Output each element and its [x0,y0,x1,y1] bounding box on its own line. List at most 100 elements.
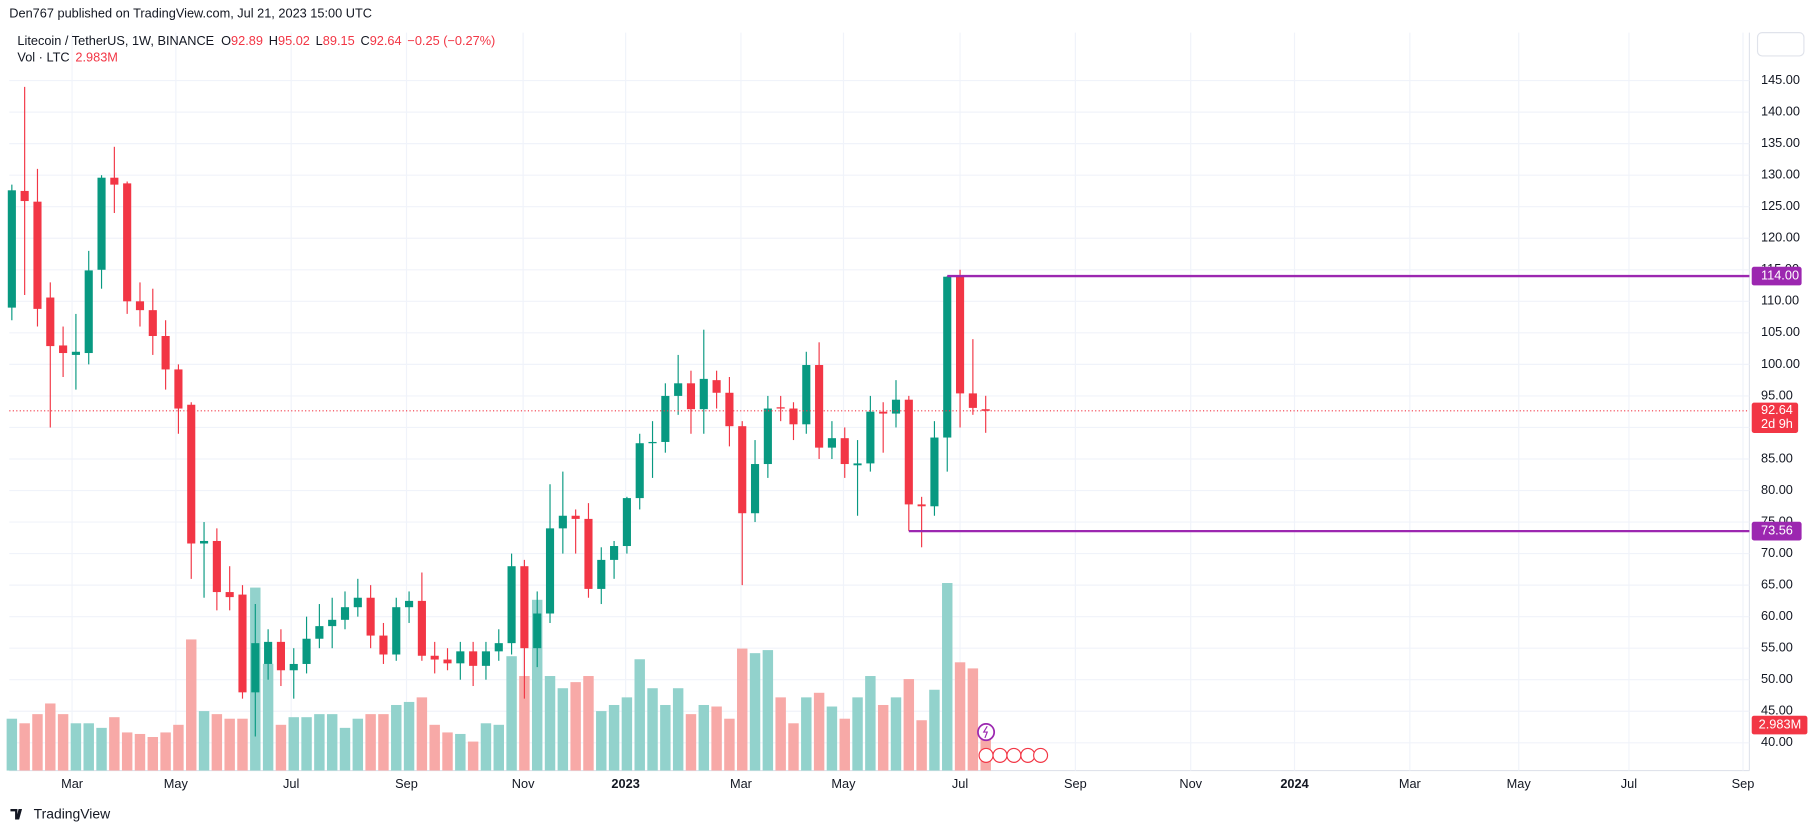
candle-body [251,643,260,693]
flag-icon[interactable] [1033,747,1049,763]
volume-bar [929,689,940,771]
volume-bar [262,663,274,771]
volume-bar [672,688,684,771]
x-tick-label: May [164,776,189,791]
legend-key: H [269,33,278,48]
candle-body [340,607,350,620]
candle-body [315,626,324,639]
level-label-box [1751,266,1802,286]
x-tick-label: Mar [61,776,84,791]
volume-label-box [1751,715,1808,735]
candle-body [59,345,68,354]
candle-body [712,380,721,393]
candle-body [417,600,426,656]
candle-body [981,409,990,411]
flag-icon[interactable] [1006,747,1022,763]
volume-bar [134,733,146,771]
candle-body [161,336,170,370]
volume-bar [198,711,210,771]
volume-bar [403,701,415,771]
candle-body [815,365,824,448]
volume-bar [749,653,761,771]
level-label: 73.56 [1761,522,1793,537]
countdown-label: 2d 9h [1761,416,1793,431]
candle-body [725,392,734,427]
volume-bar [544,676,556,771]
candle-body [802,365,811,425]
volume-bar [506,656,517,771]
y-tick-label: 130.00 [1761,167,1800,182]
x-tick-label: Jul [952,776,968,791]
volume-bar [442,732,453,771]
volume-bar [698,704,710,771]
logo-mark [10,809,23,820]
x-tick-label: Mar [730,776,753,791]
volume-bar [301,717,312,771]
volume-bar [890,697,902,771]
candle-body [917,504,926,507]
legend-change: −0.25 (−0.27%) [407,33,495,48]
last-price-box [1751,402,1799,433]
candle-body [699,378,708,410]
legend-key: C [360,33,369,48]
candle-body [763,408,772,465]
volume-bar [339,727,351,771]
volume-bar [493,724,504,771]
flag-icon[interactable] [1020,747,1036,763]
volume-bar [724,718,735,771]
candle-body [264,641,273,664]
candle-body [968,393,977,408]
volume-bar [557,688,569,771]
volume-bar [416,697,428,771]
volume-bar [519,676,530,771]
candle-body [686,383,696,410]
volume-bar [531,599,543,771]
volume-bar [467,741,479,771]
volume-bar [275,724,287,771]
volume-bar [608,704,620,771]
settings-button[interactable] [1756,32,1805,57]
volume-name: Vol · LTC [17,50,69,65]
candle-body [789,408,798,425]
volume-bar [903,679,915,771]
volume-bar [839,718,850,771]
candle-body [212,540,221,593]
candle-body [46,297,55,347]
level-label-box [1751,521,1802,541]
volume-bar [211,714,223,771]
volume-bar [865,676,876,771]
volume-bar [83,723,94,771]
legend-value: 92.89 [231,33,263,48]
candle-body [7,190,16,308]
volume-bar [160,732,171,771]
candle-body [545,528,555,614]
flag-icon[interactable] [978,747,994,763]
volume-bar [391,704,402,771]
candle-body [174,369,183,409]
candle-body [302,638,311,664]
volume-bar [378,714,389,771]
candle-body [866,411,875,464]
candle-body [276,641,285,671]
legend-key: O [221,33,231,48]
volume-bar [455,733,466,771]
candle-body [776,407,785,409]
y-tick-label: 145.00 [1761,72,1800,87]
y-tick-label: 40.00 [1761,734,1793,749]
tradingview-logo: TradingView [10,806,111,822]
y-tick-label: 50.00 [1761,671,1793,686]
x-tick-label: May [831,776,856,791]
candle-body [20,190,29,202]
volume-value: 2.983M [75,50,118,65]
flag-icon[interactable] [992,747,1008,763]
y-tick-label: 65.00 [1761,576,1793,591]
candle-body [238,594,247,693]
volume-bar [352,718,364,771]
candle-body [97,177,106,270]
y-tick-label: 70.00 [1761,545,1793,560]
candle-body [123,183,132,302]
candle-body [943,276,952,438]
candle-body [558,515,567,529]
legend-symbol: Litecoin / TetherUS, 1W, BINANCE [17,33,214,48]
